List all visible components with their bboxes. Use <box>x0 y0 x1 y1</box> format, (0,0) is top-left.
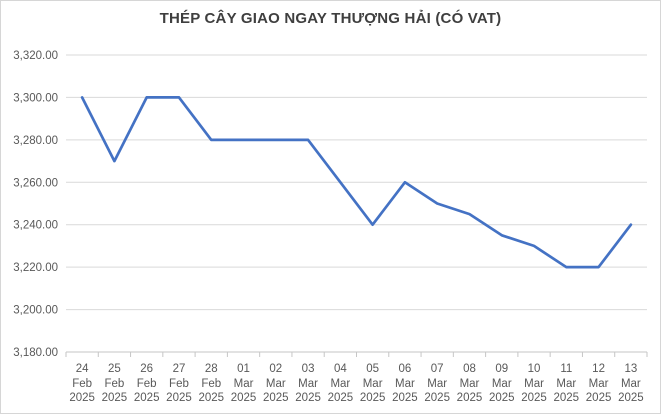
x-axis-label: 2025 <box>554 392 580 404</box>
series-line <box>80 96 633 269</box>
x-axis-label: 11 <box>560 363 572 375</box>
x-axis-label: 2025 <box>424 392 450 404</box>
y-axis-label: 3,260.00 <box>13 177 58 189</box>
x-axis-label: 07 <box>431 363 444 375</box>
x-axis-label: 2025 <box>328 392 354 404</box>
x-axis-label: Feb <box>201 378 221 390</box>
x-axis-label: 28 <box>205 363 218 375</box>
x-axis-label: Mar <box>363 378 383 390</box>
x-axis-label: 25 <box>108 363 121 375</box>
x-axis-label: 12 <box>592 363 605 375</box>
x-axis-label: 2025 <box>263 392 289 404</box>
x-axis-label: Mar <box>234 378 254 390</box>
x-axis-label: Feb <box>105 378 125 390</box>
x-axis-label: Feb <box>137 378 157 390</box>
x-axis-label: Mar <box>524 378 544 390</box>
x-axis-label: 24 <box>76 363 89 375</box>
x-axis-label: Mar <box>621 378 641 390</box>
x-axis-label: Mar <box>460 378 480 390</box>
y-axis-label: 3,320.00 <box>13 50 58 62</box>
x-axis-label: 2025 <box>69 392 95 404</box>
x-axis-label: 2025 <box>618 392 644 404</box>
x-axis-label: 13 <box>624 363 637 375</box>
x-axis-label: 2025 <box>231 392 257 404</box>
x-axis-label: 08 <box>463 363 476 375</box>
x-axis-label: 2025 <box>295 392 321 404</box>
x-axis-label: 2025 <box>521 392 547 404</box>
y-axis-label: 3,280.00 <box>13 135 58 147</box>
y-axis-label: 3,220.00 <box>13 262 58 274</box>
x-axis-label: 01 <box>237 363 250 375</box>
x-axis-label: 04 <box>334 363 347 375</box>
y-axis-label: 3,200.00 <box>13 305 58 317</box>
x-axis-label: 27 <box>173 363 186 375</box>
x-axis-label: 2025 <box>166 392 192 404</box>
x-axis-label: Mar <box>492 378 512 390</box>
x-axis-label: Mar <box>266 378 286 390</box>
x-axis-label: Feb <box>72 378 92 390</box>
x-axis-label: 2025 <box>489 392 515 404</box>
x-axis-label: 06 <box>399 363 412 375</box>
x-axis-label: 02 <box>269 363 282 375</box>
x-axis-label: 03 <box>302 363 315 375</box>
x-axis-label: 2025 <box>198 392 224 404</box>
x-axis-label: Mar <box>330 378 350 390</box>
x-axis-label: 2025 <box>102 392 128 404</box>
x-axis-label: 2025 <box>360 392 386 404</box>
x-axis-label: Mar <box>427 378 447 390</box>
x-axis-label: Mar <box>589 378 609 390</box>
x-axis-label: Mar <box>395 378 415 390</box>
x-axis-label: 26 <box>140 363 153 375</box>
y-axis-label: 3,240.00 <box>13 220 58 232</box>
x-axis-label: 2025 <box>457 392 483 404</box>
x-axis-label: 05 <box>366 363 379 375</box>
x-axis-label: 2025 <box>392 392 418 404</box>
x-axis-label: Mar <box>556 378 576 390</box>
x-axis-label: 2025 <box>134 392 160 404</box>
x-axis-label: 2025 <box>586 392 612 404</box>
x-axis-label: 09 <box>495 363 508 375</box>
y-axis-label: 3,180.00 <box>13 347 58 359</box>
chart-title: THÉP CÂY GIAO NGAY THƯỢNG HẢI (CÓ VAT) <box>159 10 502 27</box>
x-axis-label: Feb <box>169 378 189 390</box>
x-axis-label: Mar <box>298 378 318 390</box>
x-axis-label: 10 <box>528 363 541 375</box>
y-axis-label: 3,300.00 <box>13 92 58 104</box>
